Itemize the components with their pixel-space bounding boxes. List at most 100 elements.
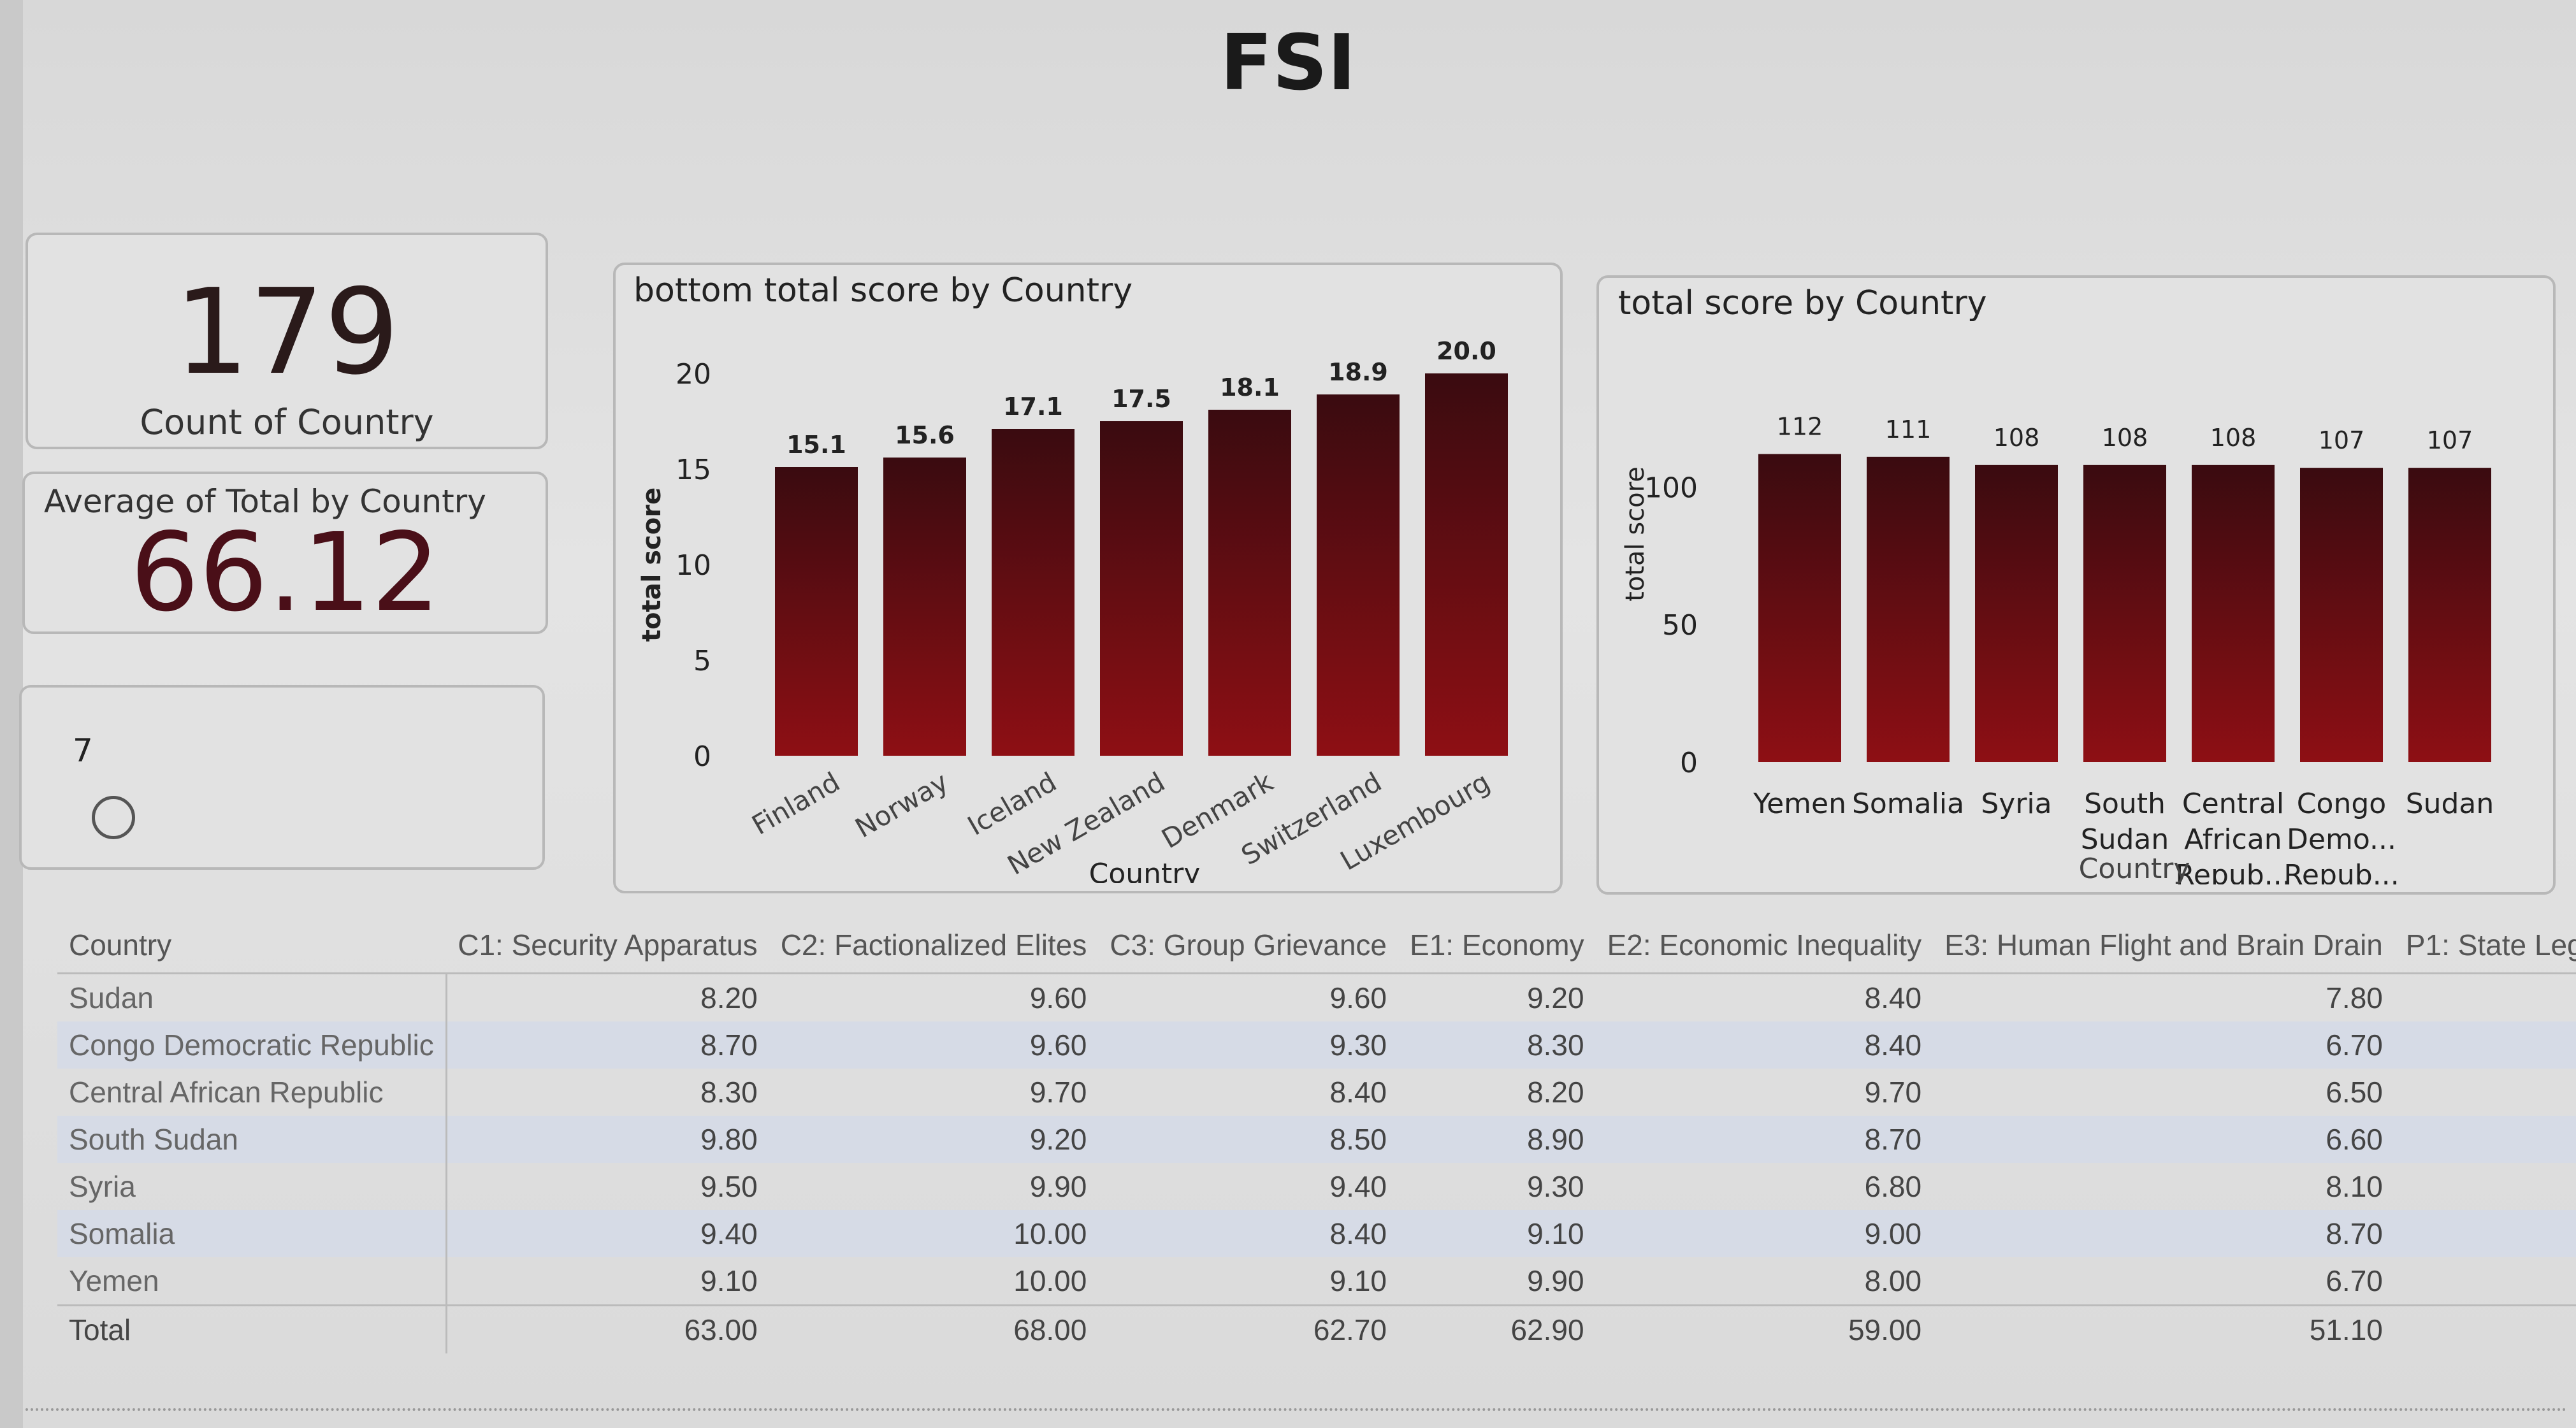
y-tick-label: 0 bbox=[693, 740, 711, 773]
y-tick-label: 15 bbox=[676, 454, 711, 486]
bar bbox=[2083, 465, 2166, 762]
count-kpi-label: Count of Country bbox=[140, 402, 434, 442]
table-cell: 10.00 bbox=[2394, 1163, 2576, 1210]
table-cell: 8.40 bbox=[1329, 1076, 1387, 1109]
slicer-radio[interactable] bbox=[92, 796, 135, 839]
x-tick-label: Sudan bbox=[2081, 823, 2169, 856]
bottom-score-chart-card[interactable]: bottom total score by Country 0 5 10 15 20 to… bbox=[613, 263, 1563, 893]
data-label: 18.1 bbox=[1220, 373, 1280, 401]
y-tick-label: 10 bbox=[676, 549, 711, 582]
table-cell: 9.70 bbox=[1029, 1076, 1087, 1109]
table-cell: 8.20 bbox=[700, 981, 758, 1014]
table-cell: 6.60 bbox=[1933, 1116, 2394, 1163]
bar bbox=[883, 458, 966, 756]
table-row: Syria 9.50 9.90 9.40 9.30 6.80 8.10 10.00 bbox=[57, 1163, 2576, 1210]
data-label: 15.1 bbox=[786, 431, 846, 459]
table-cell: 9.10 bbox=[1398, 1210, 1596, 1257]
bar bbox=[1758, 454, 1841, 762]
table-cell: 9.40 bbox=[446, 1210, 769, 1257]
table-cell: 9.30 bbox=[1098, 1021, 1399, 1069]
x-axis-label: Country bbox=[2079, 853, 2190, 884]
data-label: 20.0 bbox=[1436, 337, 1496, 365]
column-header[interactable]: C1: Security Apparatus bbox=[446, 918, 769, 974]
average-kpi-value: 66.12 bbox=[130, 510, 440, 636]
x-axis-label: Country bbox=[1089, 858, 1201, 883]
data-label: 112 bbox=[1777, 413, 1823, 441]
table-cell: 9.30 bbox=[2394, 974, 2576, 1022]
y-tick-label: 0 bbox=[1680, 747, 1698, 779]
table-cell: 9.80 bbox=[446, 1116, 769, 1163]
data-label: 17.5 bbox=[1111, 385, 1171, 413]
y-tick-label: 5 bbox=[693, 645, 711, 677]
table-cell: 8.50 bbox=[1098, 1116, 1399, 1163]
column-header[interactable]: E1: Economy bbox=[1398, 918, 1596, 974]
count-kpi-card[interactable]: 179 Count of Country bbox=[25, 233, 548, 449]
y-tick-label: 100 bbox=[1644, 472, 1698, 504]
data-label: 18.9 bbox=[1328, 358, 1388, 386]
table-row-label: Sudan bbox=[57, 973, 447, 1021]
table-cell: 9.30 bbox=[1527, 1170, 1584, 1203]
column-header[interactable]: E2: Economic Inequality bbox=[1595, 918, 1934, 974]
table-cell: 62.70 bbox=[1098, 1304, 1399, 1353]
table-row: Congo Democratic Republic 8.70 9.60 9.30 8.3… bbox=[57, 1021, 2576, 1069]
bar bbox=[1867, 456, 1950, 762]
table-cell: 9.90 bbox=[2394, 1257, 2576, 1306]
horizontal-scrollbar[interactable] bbox=[25, 1408, 2568, 1421]
table-cell: 9.60 bbox=[2394, 1116, 2576, 1163]
bar bbox=[1208, 410, 1291, 756]
data-label: 108 bbox=[2102, 424, 2148, 452]
table-cell: 9.20 bbox=[769, 1116, 1099, 1163]
table-cell: 9.50 bbox=[2394, 1210, 2576, 1257]
table-row: Yemen 9.10 10.00 9.10 9.90 8.00 6.70 9.90 bbox=[57, 1257, 2576, 1306]
table-row-label: South Sudan bbox=[57, 1116, 447, 1163]
table-cell: 9.10 bbox=[700, 1264, 758, 1297]
table-row-label: Central African Republic bbox=[57, 1069, 447, 1116]
bar bbox=[1425, 373, 1508, 756]
x-tick-label: Somalia bbox=[1852, 788, 1964, 820]
x-tick-label: Repub... bbox=[2283, 859, 2399, 884]
slicer-card[interactable]: 7 bbox=[19, 685, 545, 870]
table-cell: 9.70 bbox=[1864, 1076, 1922, 1109]
table-cell: 9.90 bbox=[1527, 1264, 1584, 1297]
x-tick-label: Sudan bbox=[2406, 788, 2494, 820]
table-row: Central African Republic 8.30 9.70 8.40 8.20… bbox=[57, 1069, 2576, 1116]
column-header[interactable]: C2: Factionalized Elites bbox=[769, 918, 1099, 974]
table-cell: 9.60 bbox=[1029, 981, 1087, 1014]
column-header[interactable]: E3: Human Flight and Brain Drain bbox=[1933, 918, 2394, 974]
average-kpi-label: Average of Total by Country bbox=[44, 483, 486, 520]
table-cell: 68.00 bbox=[769, 1304, 1099, 1353]
slicer-value: 7 bbox=[73, 732, 93, 769]
table-cell: 51.10 bbox=[1933, 1304, 2394, 1353]
table-total-row: Total63.0068.0062.7062.9059.0051.1066.80… bbox=[57, 1304, 2576, 1353]
column-header[interactable]: C3: Group Grievance bbox=[1098, 918, 1399, 974]
table-cell: 10.00 bbox=[769, 1210, 1099, 1257]
table-cell: 62.90 bbox=[1398, 1304, 1596, 1353]
bar bbox=[1317, 394, 1400, 756]
x-tick-label: Yemen bbox=[1753, 788, 1846, 820]
table-cell: 8.70 bbox=[446, 1021, 769, 1069]
data-label: 15.6 bbox=[895, 421, 955, 449]
scores-table[interactable]: Country C1: Security Apparatus C2: Faction… bbox=[57, 918, 2576, 1376]
table-cell: 9.90 bbox=[1029, 1170, 1087, 1203]
average-kpi-card[interactable]: Average of Total by Country 66.12 bbox=[22, 472, 548, 634]
column-header[interactable]: Country bbox=[57, 918, 447, 974]
table-cell: 8.30 bbox=[700, 1076, 758, 1109]
table-cell: 9.50 bbox=[700, 1170, 758, 1203]
table-cell: 8.10 bbox=[2326, 1170, 2383, 1203]
data-label: 107 bbox=[2319, 426, 2365, 454]
bar bbox=[992, 429, 1075, 756]
bottom-score-chart: 0 5 10 15 20 total score 15.1 Finland 15.6 Norway… bbox=[637, 337, 1508, 883]
table-row-label: Syria bbox=[57, 1163, 447, 1210]
total-score-chart-card[interactable]: total score by Country 0 50 100 total score… bbox=[1596, 275, 2556, 895]
bar bbox=[2300, 468, 2383, 762]
table-cell: 9.60 bbox=[769, 1021, 1099, 1069]
table-cell: 9.20 bbox=[2394, 1069, 2576, 1116]
data-label: 107 bbox=[2427, 426, 2473, 454]
total-score-chart-title: total score by Country bbox=[1618, 284, 1987, 322]
table-cell: 8.70 bbox=[1595, 1116, 1934, 1163]
x-tick-label: Congo bbox=[2297, 788, 2386, 820]
table-cell: 10.00 bbox=[1013, 1264, 1087, 1297]
column-header[interactable]: P1: State Legitimacy bbox=[2394, 918, 2576, 974]
